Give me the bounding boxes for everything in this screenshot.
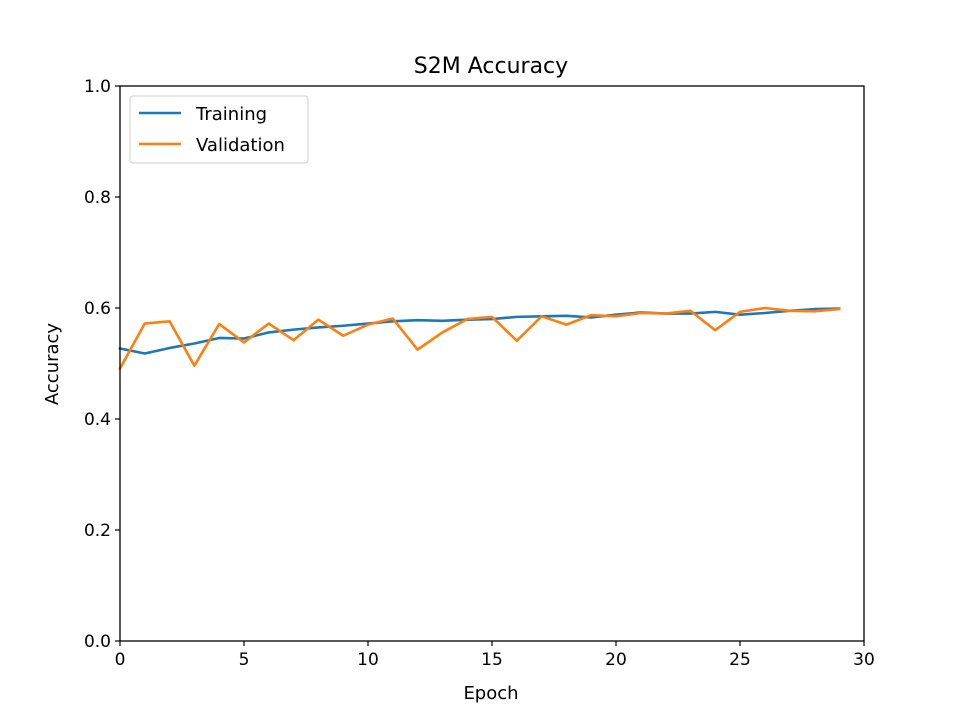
x-tick-label: 0 (115, 650, 126, 670)
legend-label-validation: Validation (196, 135, 285, 156)
series-line-validation (118, 306, 841, 371)
chart-title: S2M Accuracy (414, 54, 568, 79)
x-tick-label: 10 (357, 650, 379, 670)
y-tick-label: 1.0 (84, 77, 111, 97)
y-tick-label: 0.8 (84, 188, 111, 208)
plot-frame (119, 85, 865, 642)
x-tick-label: 15 (481, 650, 503, 670)
series-lines (118, 306, 841, 371)
x-axis-label: Epoch (463, 683, 518, 704)
x-tick-label: 20 (605, 650, 627, 670)
y-axis-label: Accuracy (42, 323, 63, 406)
y-tick-label: 0.2 (84, 521, 111, 541)
y-tick-label: 0.4 (84, 410, 111, 430)
y-tick-label: 0.0 (84, 632, 111, 652)
legend: Training Validation (129, 95, 309, 164)
legend-label-training: Training (195, 104, 267, 125)
y-tick-label: 0.6 (84, 299, 111, 319)
x-axis-ticks: 0 5 10 15 20 25 30 (115, 641, 875, 670)
x-tick-label: 30 (853, 650, 875, 670)
x-tick-label: 5 (239, 650, 250, 670)
y-axis-ticks: 0.0 0.2 0.4 0.6 0.8 1.0 (84, 77, 120, 652)
x-tick-label: 25 (729, 650, 751, 670)
